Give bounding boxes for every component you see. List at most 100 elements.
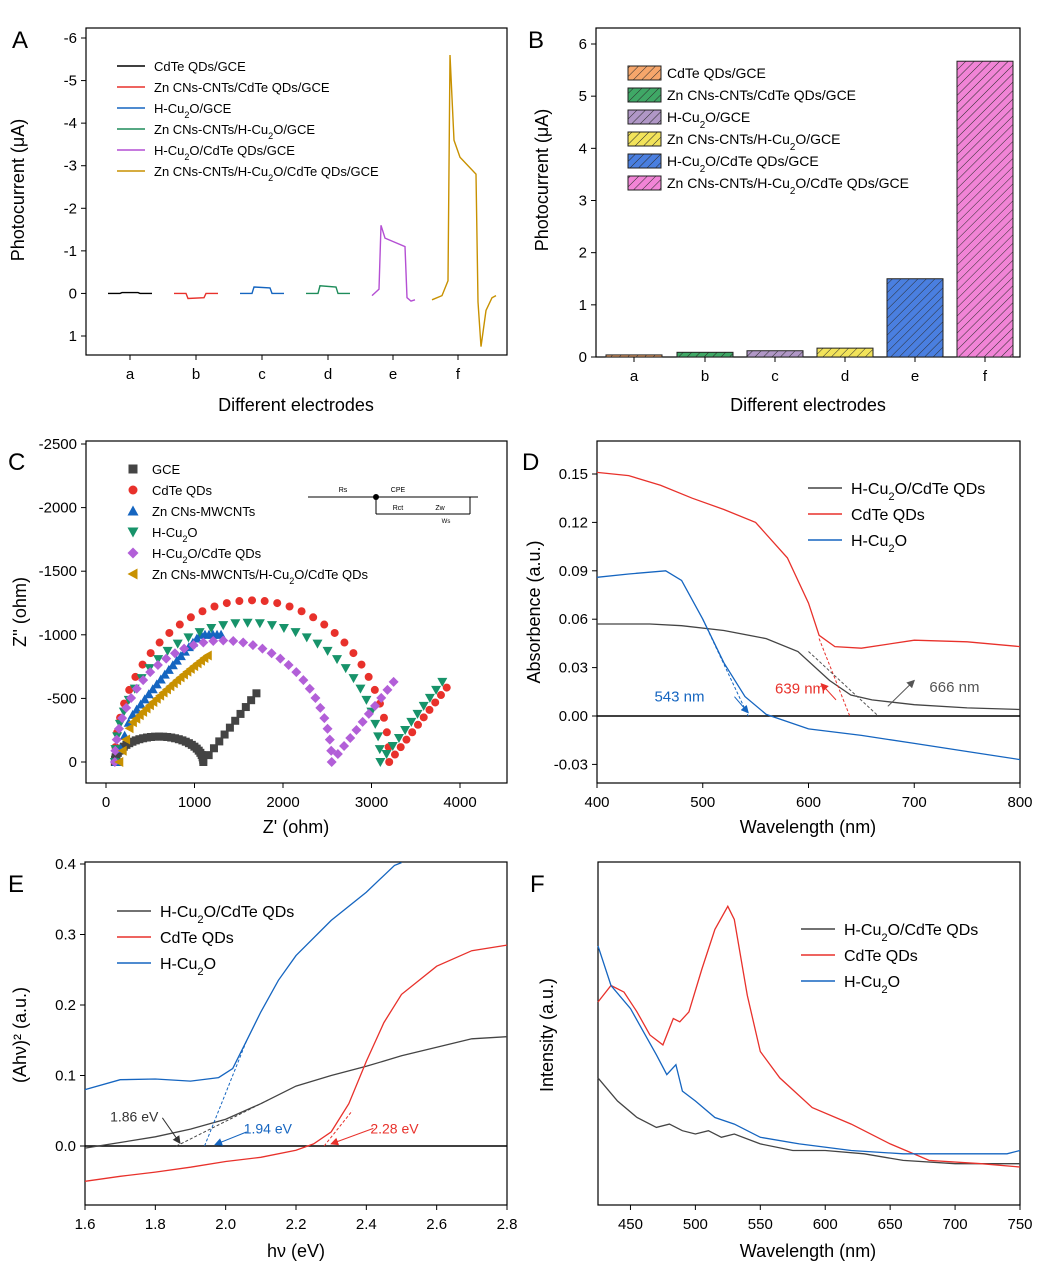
plot-frame: [85, 27, 508, 356]
data-point: [361, 695, 372, 705]
data-point: [225, 723, 234, 732]
legend-swatch: [627, 65, 662, 81]
legend-label: CdTe QDs/GCE: [667, 65, 766, 81]
data-point: [230, 619, 241, 629]
legend-label: H-Cu2O: [152, 525, 198, 544]
data-point: [320, 620, 329, 629]
x-tick-label: 1.8: [145, 1216, 166, 1233]
y-tick-label: -2500: [39, 436, 77, 453]
y-tick-label: 0.4: [55, 856, 76, 873]
circuit-label: Rs: [339, 487, 348, 494]
series-1: [110, 596, 451, 766]
y-tick-label: -2000: [39, 500, 77, 517]
data-point: [324, 734, 335, 745]
y-tick-label: 0.00: [559, 708, 588, 725]
x-tick-label: 450: [618, 1216, 643, 1233]
trace-1: [597, 904, 1021, 1168]
annotation-arrow: [820, 682, 837, 701]
y-tick-label: 0.06: [559, 611, 588, 628]
data-point: [198, 637, 209, 648]
y-tick-label: -1000: [39, 627, 77, 644]
data-point: [315, 702, 326, 713]
data-point: [431, 685, 442, 695]
data-point: [199, 758, 208, 766]
data-point: [127, 527, 139, 538]
y-tick-label: -1500: [39, 563, 77, 580]
data-point: [373, 732, 384, 742]
legend-label: H-Cu2O/CdTe QDs/GCE: [667, 153, 819, 175]
data-point: [349, 649, 358, 658]
trace-0: [84, 1036, 508, 1149]
annotation-label: 1.94 eV: [244, 1120, 293, 1136]
legend-label: Zn CNs-MWCNTs: [152, 504, 256, 519]
plot-frame: [597, 861, 1021, 1206]
x-tick-label: d: [841, 368, 849, 385]
y-tick-label: -1: [64, 243, 77, 260]
data-point: [339, 740, 350, 751]
x-tick-label: 3000: [355, 794, 388, 811]
data-point: [169, 648, 180, 659]
data-point: [155, 674, 166, 684]
legend-swatch: [627, 87, 662, 103]
data-point: [248, 596, 257, 605]
data-point: [376, 692, 387, 703]
data-point: [322, 723, 333, 734]
legend-label: H-Cu2O/CdTe QDs: [152, 546, 262, 565]
x-tick-label: 2.6: [426, 1216, 447, 1233]
data-point: [215, 737, 224, 746]
legend-label: Zn CNs-CNTs/H-Cu2O/GCE: [154, 122, 315, 141]
data-point: [127, 547, 139, 559]
x-tick-label: 1.6: [75, 1216, 96, 1233]
trace-1: [84, 944, 508, 1182]
data-point: [319, 713, 330, 724]
data-point: [322, 646, 333, 656]
data-point: [135, 699, 146, 709]
x-tick-label: c: [258, 366, 266, 383]
trace-e: [371, 225, 416, 302]
data-point: [235, 597, 244, 606]
panel-letter-a: A: [12, 27, 28, 54]
panel-e: E 0.0 0.1 0.2 0.3 0.4 1.6 1.8 2.0 2.2 2.4 2.6 2.8 hν …: [8, 856, 517, 1261]
annotation-arrow: [161, 1117, 181, 1145]
data-point: [290, 628, 301, 638]
data-point: [275, 653, 286, 664]
legend-label: GCE: [152, 462, 181, 477]
data-point: [124, 723, 134, 734]
data-point: [298, 675, 309, 686]
data-point: [114, 757, 124, 767]
data-point: [348, 674, 359, 684]
legend-label: H-Cu2O: [844, 974, 900, 996]
data-point: [242, 618, 253, 628]
data-point: [364, 672, 373, 681]
legend-label: Zn CNs-CNTs/H-Cu2O/CdTe QDs/GCE: [667, 175, 909, 197]
x-axis-label: Different electrodes: [730, 395, 886, 415]
legend-swatch: [627, 175, 662, 191]
panel-letter-f: F: [530, 871, 545, 898]
trace-2: [597, 945, 1021, 1155]
trace-d: [306, 285, 350, 295]
data-point: [283, 660, 294, 671]
x-tick-label: e: [911, 368, 919, 385]
bar-e: [886, 278, 944, 358]
y-tick-label: 0.15: [559, 466, 588, 483]
circuit-label: Rct: [393, 505, 404, 512]
trace-2: [596, 570, 1021, 761]
x-tick-label: 700: [902, 794, 927, 811]
y-tick-label: 1: [579, 297, 587, 314]
panel-f: F 450 500 550 600 650 700 750 Wavelength (nm) Int…: [530, 861, 1033, 1261]
annotation-arrow: [734, 696, 749, 714]
tangent-line: [818, 638, 851, 717]
data-point: [301, 633, 312, 643]
tangent-line: [323, 1110, 353, 1147]
x-axis-label: hν (eV): [267, 1241, 325, 1261]
y-tick-label: 0: [579, 349, 587, 366]
data-point: [179, 643, 190, 654]
data-point: [374, 745, 385, 755]
data-point: [167, 660, 178, 670]
trace-0: [597, 1077, 1020, 1165]
data-point: [406, 717, 417, 727]
data-point: [370, 685, 379, 694]
y-tick-label: 2: [579, 245, 587, 262]
panel-letter-e: E: [8, 871, 24, 898]
legend-label: CdTe QDs: [851, 507, 925, 524]
